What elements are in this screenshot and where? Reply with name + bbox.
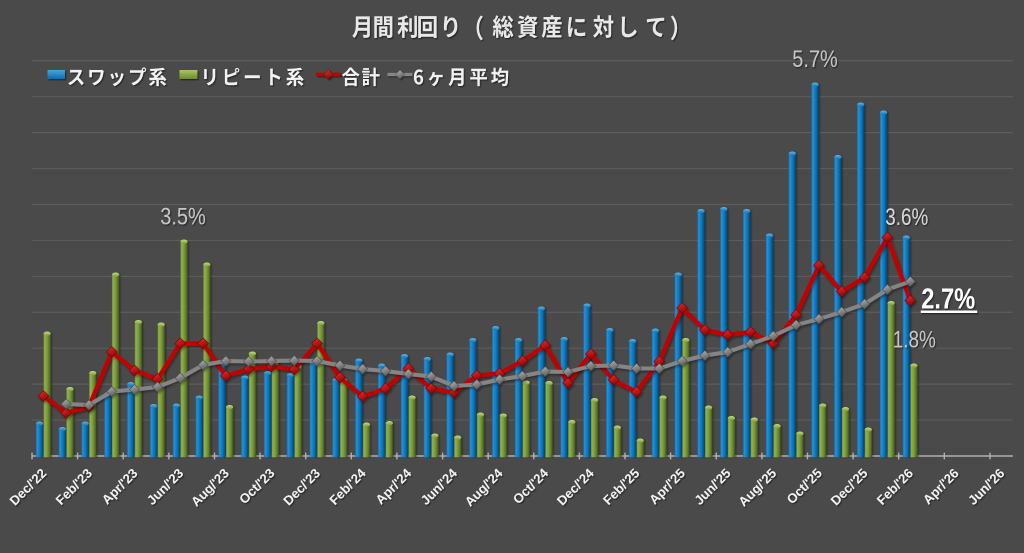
svg-text:3.5%: 3.5% bbox=[160, 203, 206, 230]
svg-text:2.7%: 2.7% bbox=[921, 284, 975, 316]
svg-text:1.8%: 1.8% bbox=[893, 326, 936, 353]
svg-text:3.6%: 3.6% bbox=[885, 204, 928, 231]
svg-text:5.7%: 5.7% bbox=[792, 46, 838, 73]
